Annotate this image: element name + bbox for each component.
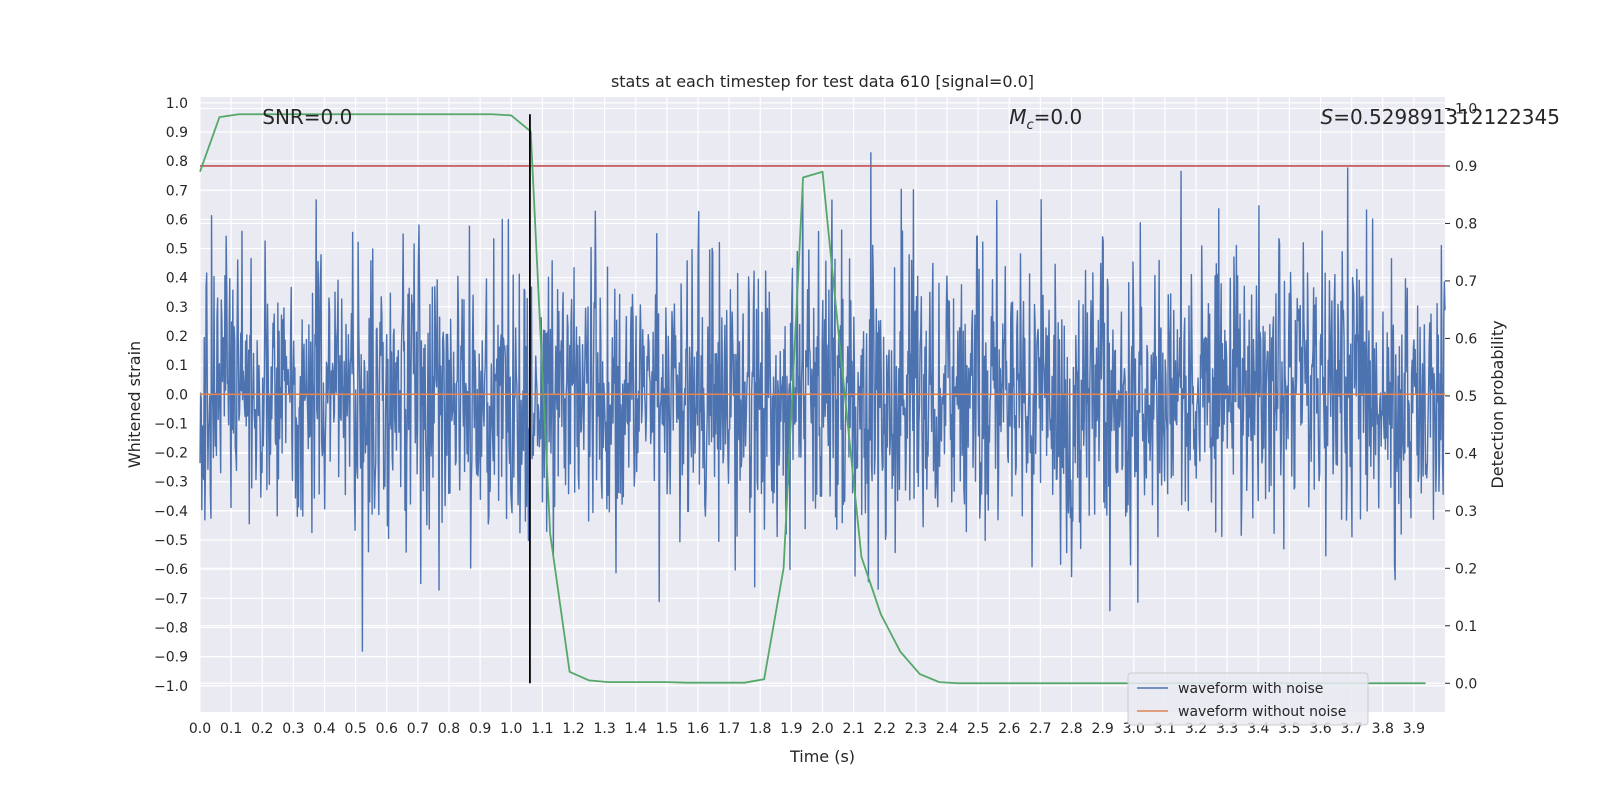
s-annotation: S=0.529891312122345 xyxy=(1321,105,1560,129)
chirp-mass-annotation: Mc=0.0 xyxy=(1009,105,1082,133)
y-right-tick-label: 0.0 xyxy=(1455,676,1477,692)
x-tick-label: 2.0 xyxy=(811,721,833,737)
x-tick-label: 1.0 xyxy=(500,721,522,737)
y-left-tick-label: 0.7 xyxy=(166,183,188,199)
x-tick-label: 0.9 xyxy=(469,721,491,737)
y-right-tick-label: 0.5 xyxy=(1455,389,1477,405)
y-right-tick-label: 0.2 xyxy=(1455,561,1477,577)
y-right-tick-label: 0.6 xyxy=(1455,331,1477,347)
y-right-tick-label: 0.9 xyxy=(1455,159,1477,175)
y-left-tick-label: 0.6 xyxy=(166,212,188,228)
y-left-tick-label: −0.8 xyxy=(154,620,188,636)
x-tick-label: 1.9 xyxy=(780,721,802,737)
x-tick-label: 0.1 xyxy=(220,721,242,737)
y-right-tick-label: 0.4 xyxy=(1455,446,1477,462)
y-axis-left-ticks: 1.0 0.9 0.8 0.7 0.6 0.5 0.4 0.3 0.2 0.1 0.0 −0.1 −0.… xyxy=(154,96,188,695)
x-tick-label: 0.4 xyxy=(313,721,335,737)
waveform-with-noise-line xyxy=(199,152,1446,652)
x-tick-label: 2.2 xyxy=(874,721,896,737)
y-left-tick-label: 1.0 xyxy=(166,96,188,112)
y-left-tick-label: −0.1 xyxy=(154,416,188,432)
x-tick-label: 2.4 xyxy=(936,721,958,737)
x-tick-label: 1.3 xyxy=(593,721,615,737)
chirp-mass-value: =0.0 xyxy=(1034,105,1083,129)
y-left-tick-label: −0.6 xyxy=(154,562,188,578)
y-left-tick-label: 0.1 xyxy=(166,358,188,374)
legend-box xyxy=(1127,672,1369,726)
x-axis-label: Time (s) xyxy=(789,747,855,766)
x-tick-label: 0.6 xyxy=(376,721,398,737)
x-tick-label: 1.7 xyxy=(718,721,740,737)
y-left-tick-label: −0.7 xyxy=(154,591,188,607)
y-axis-right-ticks: 1.0 0.9 0.8 0.7 0.6 0.5 0.4 0.3 0.2 0.1 0.0 xyxy=(1445,101,1477,692)
chirp-mass-symbol: M xyxy=(1009,105,1026,129)
y-left-tick-label: 0.4 xyxy=(166,271,188,287)
y-left-tick-label: 0.8 xyxy=(166,154,188,170)
x-tick-label: 1.4 xyxy=(625,721,647,737)
y-right-tick-label: 1.0 xyxy=(1455,101,1477,117)
y-right-tick-label: 0.8 xyxy=(1455,216,1477,232)
x-tick-label: 2.7 xyxy=(1029,721,1051,737)
snr-annotation: SNR=0.0 xyxy=(262,105,352,129)
s-value: =0.529891312122345 xyxy=(1333,105,1560,129)
x-tick-label: 3.8 xyxy=(1372,721,1394,737)
legend: waveform with noise waveform without noi… xyxy=(1127,672,1369,726)
chart-title: stats at each timestep for test data 610… xyxy=(611,72,1034,91)
y-left-tick-label: −0.5 xyxy=(154,533,188,549)
x-tick-label: 1.6 xyxy=(687,721,709,737)
series-waveform-with-noise xyxy=(199,152,1446,652)
legend-entry-waveform-with-noise: waveform with noise xyxy=(1178,681,1323,697)
x-tick-label: 0.3 xyxy=(282,721,304,737)
y-right-tick-label: 0.7 xyxy=(1455,274,1477,290)
y-right-tick-label: 0.1 xyxy=(1455,619,1477,635)
x-tick-label: 2.9 xyxy=(1091,721,1113,737)
x-tick-label: 1.8 xyxy=(749,721,771,737)
s-symbol: S xyxy=(1321,105,1334,129)
x-tick-label: 2.6 xyxy=(998,721,1020,737)
x-tick-label: 0.2 xyxy=(251,721,273,737)
y-axis-right-label: Detection probability xyxy=(1488,320,1507,488)
x-tick-label: 1.2 xyxy=(562,721,584,737)
y-left-tick-label: 0.5 xyxy=(166,242,188,258)
y-left-tick-label: 0.2 xyxy=(166,329,188,345)
x-tick-label: 2.8 xyxy=(1060,721,1082,737)
y-left-tick-label: −0.3 xyxy=(154,475,188,491)
x-tick-label: 2.3 xyxy=(905,721,927,737)
x-tick-label: 0.8 xyxy=(438,721,460,737)
x-tick-label: 0.0 xyxy=(189,721,211,737)
y-axis-left-label: Whitened strain xyxy=(125,341,144,468)
y-left-tick-label: −1.0 xyxy=(154,679,188,695)
x-tick-label: 1.1 xyxy=(531,721,553,737)
x-tick-label: 2.5 xyxy=(967,721,989,737)
chirp-mass-subscript: c xyxy=(1027,118,1034,133)
y-right-tick-label: 0.3 xyxy=(1455,504,1477,520)
x-tick-label: 3.9 xyxy=(1403,721,1425,737)
legend-entry-waveform-without-noise: waveform without noise xyxy=(1178,704,1346,720)
y-left-tick-label: −0.2 xyxy=(154,446,188,462)
x-tick-label: 0.5 xyxy=(344,721,366,737)
y-left-tick-label: 0.3 xyxy=(166,300,188,316)
x-tick-label: 1.5 xyxy=(656,721,678,737)
y-left-tick-label: 0.0 xyxy=(166,387,188,403)
y-left-tick-label: 0.9 xyxy=(166,125,188,141)
x-tick-label: 2.1 xyxy=(842,721,864,737)
y-left-tick-label: −0.4 xyxy=(154,504,188,520)
y-left-tick-label: −0.9 xyxy=(154,650,188,666)
x-tick-label: 0.7 xyxy=(407,721,429,737)
